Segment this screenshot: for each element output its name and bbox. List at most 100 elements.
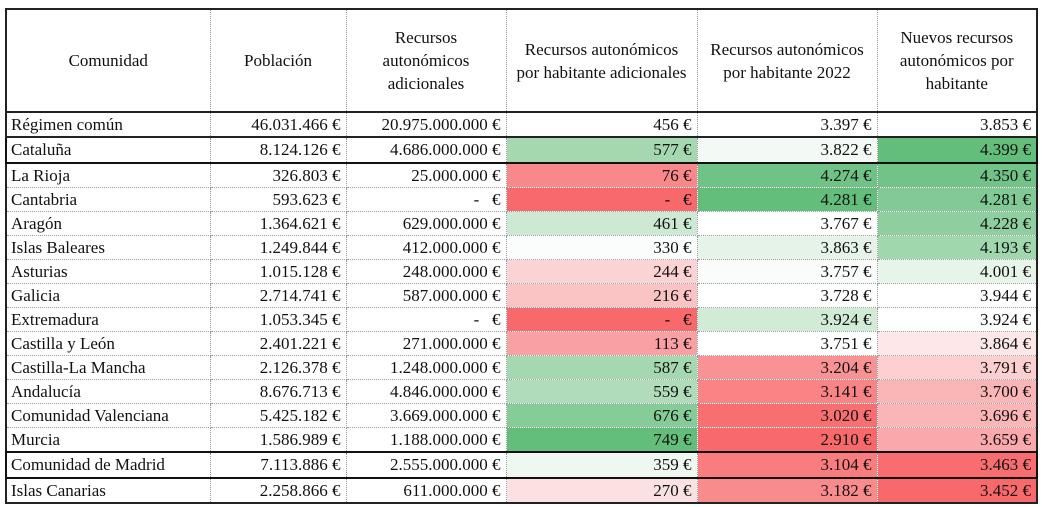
header-row: Comunidad Población Recursos autonómicos… bbox=[5, 8, 1038, 113]
cell-poblacion: 1.586.989 € bbox=[209, 427, 347, 453]
cell-comunidad: Régimen común bbox=[5, 111, 211, 138]
cell-comunidad: Cantabria bbox=[5, 187, 211, 212]
cell-recursos-adicionales: 271.000.000 € bbox=[345, 331, 507, 356]
cell-poblacion: 5.425.182 € bbox=[209, 403, 347, 428]
cell-nuevos-por-habitante: 3.791 € bbox=[876, 355, 1038, 380]
cell-nuevos-por-habitante: 4.350 € bbox=[876, 162, 1038, 188]
cell-recursos-adicionales: 587.000.000 € bbox=[345, 283, 507, 308]
cell-por-habitante-2022: 3.751 € bbox=[696, 331, 878, 356]
cell-comunidad: Galicia bbox=[5, 283, 211, 308]
table-row: Murcia 1.586.989 €1.188.000.000 €749 €2.9… bbox=[5, 427, 1038, 453]
cell-recursos-adicionales: - € bbox=[345, 307, 507, 332]
table-row: Aragón 1.364.621 €629.000.000 €461 €3.767… bbox=[5, 211, 1038, 236]
cell-recursos-adicionales: 629.000.000 € bbox=[345, 211, 507, 236]
cell-poblacion: 1.249.844 € bbox=[209, 235, 347, 260]
table-row: Castilla-La Mancha 2.126.378 €1.248.000.0… bbox=[5, 355, 1038, 380]
cell-comunidad: Cataluña bbox=[5, 136, 211, 164]
cell-por-habitante-adicionales: 76 € bbox=[505, 162, 698, 188]
cell-por-habitante-adicionales: - € bbox=[505, 187, 698, 212]
cell-recursos-adicionales: 4.686.000.000 € bbox=[345, 136, 507, 164]
cell-por-habitante-2022: 3.757 € bbox=[696, 259, 878, 284]
cell-nuevos-por-habitante: 3.944 € bbox=[876, 283, 1038, 308]
cell-recursos-adicionales: 412.000.000 € bbox=[345, 235, 507, 260]
table-row: Castilla y León 2.401.221 €271.000.000 €1… bbox=[5, 331, 1038, 356]
cell-por-habitante-2022: 3.924 € bbox=[696, 307, 878, 332]
cell-comunidad: Andalucía bbox=[5, 379, 211, 404]
cell-poblacion: 8.676.713 € bbox=[209, 379, 347, 404]
table-row: Galicia 2.714.741 €587.000.000 €216 €3.72… bbox=[5, 283, 1038, 308]
cell-por-habitante-adicionales: 456 € bbox=[505, 111, 698, 138]
cell-por-habitante-adicionales: 244 € bbox=[505, 259, 698, 284]
cell-por-habitante-2022: 3.728 € bbox=[696, 283, 878, 308]
cell-recursos-adicionales: 611.000.000 € bbox=[345, 477, 507, 504]
cell-comunidad: Aragón bbox=[5, 211, 211, 236]
table-row: Cataluña 8.124.126 €4.686.000.000 €577 €3… bbox=[5, 136, 1038, 164]
cell-por-habitante-2022: 3.822 € bbox=[696, 136, 878, 164]
header-poblacion: Población bbox=[209, 8, 347, 113]
cell-por-habitante-adicionales: 113 € bbox=[505, 331, 698, 356]
cell-nuevos-por-habitante: 3.463 € bbox=[876, 451, 1038, 479]
cell-nuevos-por-habitante: 4.228 € bbox=[876, 211, 1038, 236]
cell-nuevos-por-habitante: 3.864 € bbox=[876, 331, 1038, 356]
cell-por-habitante-adicionales: 676 € bbox=[505, 403, 698, 428]
cell-poblacion: 2.126.378 € bbox=[209, 355, 347, 380]
cell-nuevos-por-habitante: 3.452 € bbox=[876, 477, 1038, 504]
cell-poblacion: 2.714.741 € bbox=[209, 283, 347, 308]
cell-por-habitante-adicionales: 587 € bbox=[505, 355, 698, 380]
cell-comunidad: Extremadura bbox=[5, 307, 211, 332]
cell-por-habitante-adicionales: 216 € bbox=[505, 283, 698, 308]
cell-recursos-adicionales: 4.846.000.000 € bbox=[345, 379, 507, 404]
table-row: Régimen común 46.031.466 €20.975.000.000 … bbox=[5, 111, 1038, 138]
cell-por-habitante-2022: 3.020 € bbox=[696, 403, 878, 428]
cell-por-habitante-2022: 3.397 € bbox=[696, 111, 878, 138]
cell-nuevos-por-habitante: 3.924 € bbox=[876, 307, 1038, 332]
header-comunidad: Comunidad bbox=[5, 8, 211, 113]
cell-poblacion: 593.623 € bbox=[209, 187, 347, 212]
cell-poblacion: 1.015.128 € bbox=[209, 259, 347, 284]
cell-por-habitante-adicionales: 359 € bbox=[505, 451, 698, 479]
cell-comunidad: Islas Canarias bbox=[5, 477, 211, 504]
cell-comunidad: Castilla-La Mancha bbox=[5, 355, 211, 380]
cell-por-habitante-2022: 3.204 € bbox=[696, 355, 878, 380]
cell-nuevos-por-habitante: 3.853 € bbox=[876, 111, 1038, 138]
cell-comunidad: Castilla y León bbox=[5, 331, 211, 356]
cell-nuevos-por-habitante: 4.399 € bbox=[876, 136, 1038, 164]
cell-por-habitante-adicionales: 577 € bbox=[505, 136, 698, 164]
cell-poblacion: 2.258.866 € bbox=[209, 477, 347, 504]
cell-nuevos-por-habitante: 3.659 € bbox=[876, 427, 1038, 453]
cell-recursos-adicionales: 1.188.000.000 € bbox=[345, 427, 507, 453]
table-row: Andalucía 8.676.713 €4.846.000.000 €559 €… bbox=[5, 379, 1038, 404]
cell-recursos-adicionales: 248.000.000 € bbox=[345, 259, 507, 284]
cell-nuevos-por-habitante: 3.700 € bbox=[876, 379, 1038, 404]
cell-por-habitante-2022: 2.910 € bbox=[696, 427, 878, 453]
table-row: Islas Baleares 1.249.844 €412.000.000 €33… bbox=[5, 235, 1038, 260]
table-row: Islas Canarias 2.258.866 €611.000.000 €27… bbox=[5, 477, 1038, 504]
cell-nuevos-por-habitante: 3.696 € bbox=[876, 403, 1038, 428]
table-row: La Rioja 326.803 €25.000.000 €76 €4.274 €… bbox=[5, 162, 1038, 188]
table-row: Comunidad Valenciana 5.425.182 €3.669.000… bbox=[5, 403, 1038, 428]
cell-poblacion: 2.401.221 € bbox=[209, 331, 347, 356]
cell-comunidad: Comunidad Valenciana bbox=[5, 403, 211, 428]
cell-nuevos-por-habitante: 4.281 € bbox=[876, 187, 1038, 212]
cell-por-habitante-adicionales: 749 € bbox=[505, 427, 698, 453]
header-por-habitante-2022: Recursos autonómicos por habitante 2022 bbox=[696, 8, 878, 113]
cell-comunidad: Comunidad de Madrid bbox=[5, 451, 211, 479]
header-recursos-adicionales: Recursos autonómicos adicionales bbox=[345, 8, 507, 113]
cell-por-habitante-2022: 3.182 € bbox=[696, 477, 878, 504]
cell-recursos-adicionales: 2.555.000.000 € bbox=[345, 451, 507, 479]
cell-comunidad: La Rioja bbox=[5, 162, 211, 188]
cell-por-habitante-2022: 4.274 € bbox=[696, 162, 878, 188]
cell-recursos-adicionales: - € bbox=[345, 187, 507, 212]
cell-por-habitante-adicionales: 559 € bbox=[505, 379, 698, 404]
cell-recursos-adicionales: 3.669.000.000 € bbox=[345, 403, 507, 428]
cell-comunidad: Asturias bbox=[5, 259, 211, 284]
cell-recursos-adicionales: 25.000.000 € bbox=[345, 162, 507, 188]
table-row: Comunidad de Madrid 7.113.886 €2.555.000.… bbox=[5, 451, 1038, 479]
cell-por-habitante-2022: 3.141 € bbox=[696, 379, 878, 404]
cell-por-habitante-adicionales: 330 € bbox=[505, 235, 698, 260]
table-row: Cantabria 593.623 € - € - €4.281 €4.281 € bbox=[5, 187, 1038, 212]
cell-por-habitante-2022: 3.767 € bbox=[696, 211, 878, 236]
table-row: Asturias 1.015.128 €248.000.000 €244 €3.7… bbox=[5, 259, 1038, 284]
cell-poblacion: 1.053.345 € bbox=[209, 307, 347, 332]
financing-table: Comunidad Población Recursos autonómicos… bbox=[5, 8, 1038, 504]
